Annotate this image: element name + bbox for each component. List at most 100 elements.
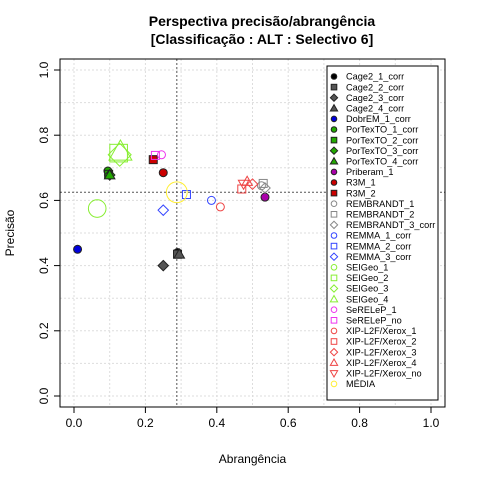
data-point — [165, 181, 188, 204]
legend-marker — [329, 370, 339, 378]
data-point — [103, 168, 116, 180]
data-point — [258, 178, 268, 188]
legend-entry: XIP-L2F/Xerox_no — [346, 369, 422, 379]
legend-entry: DobrEM_1_corr — [346, 114, 411, 124]
data-point — [107, 142, 132, 167]
legend-entry: Cage2_2_corr — [346, 82, 404, 92]
chart-title: Perspectiva precisão/abrangência — [149, 13, 376, 29]
data-point — [246, 178, 259, 191]
legend-marker — [330, 264, 338, 271]
legend-entry: PorTexTO_2_corr — [346, 135, 418, 145]
legend-marker — [330, 211, 338, 218]
legend-entry: SEIGeo_4 — [346, 294, 388, 304]
legend-marker — [330, 115, 338, 123]
data-point — [157, 259, 170, 272]
y-tick-label: 0.0 — [37, 387, 51, 404]
legend-entry: SeRELeP_no — [346, 316, 402, 326]
legend-marker — [330, 200, 338, 207]
data-point — [173, 247, 186, 259]
y-tick-label: 0.6 — [37, 192, 51, 209]
data-point — [158, 168, 168, 178]
legend: Cage2_1_corrCage2_2_corrCage2_3_corrCage… — [326, 65, 439, 401]
y-tick-label: 0.2 — [37, 322, 51, 339]
legend-marker — [329, 347, 339, 357]
legend-marker — [330, 242, 338, 250]
legend-marker — [330, 327, 338, 335]
x-tick-label: 0.8 — [351, 416, 368, 430]
legend-marker — [330, 126, 338, 133]
plot-frame — [59, 58, 446, 408]
legend-marker — [329, 146, 339, 156]
legend-marker — [330, 189, 338, 197]
legend-entry: PorTexTO_1_corr — [346, 125, 418, 135]
legend-entry: XIP-L2F/Xerox_3 — [346, 347, 416, 357]
legend-marker — [329, 93, 339, 103]
data-point — [157, 204, 170, 217]
legend-entry: SEIGeo_3 — [346, 284, 388, 294]
legend-entry: Cage2_3_corr — [346, 93, 404, 103]
y-tick-label: 0.8 — [37, 127, 51, 144]
data-point — [237, 179, 250, 191]
y-axis: 0.0 0.2 0.4 0.6 0.8 1.0 — [37, 61, 60, 404]
data-point — [73, 244, 83, 254]
y-tick-label: 0.4 — [37, 257, 51, 274]
legend-marker — [329, 103, 339, 112]
legend-marker — [329, 284, 339, 293]
legend-marker — [330, 73, 338, 80]
legend-marker — [330, 317, 338, 324]
legend-entry: REMMA_2_corr — [346, 241, 411, 251]
x-tick-label: 0.6 — [280, 416, 297, 430]
legend-marker — [330, 274, 338, 282]
data-point — [108, 139, 133, 161]
legend-entry: Cage2_4_corr — [346, 104, 404, 114]
legend-entry: SEIGeo_1 — [346, 263, 388, 273]
chart-subtitle: [Classificação : ALT : Selectivo 6] — [151, 31, 374, 47]
x-tick-label: 1.0 — [423, 416, 440, 430]
x-tick-label: 0.4 — [208, 416, 225, 430]
data-point — [181, 190, 191, 200]
data-point — [87, 199, 107, 218]
data-point — [150, 150, 160, 160]
legend-marker — [329, 358, 339, 366]
legend-marker — [329, 220, 339, 230]
legend-entry: R3M_2 — [346, 188, 376, 198]
legend-entry: R3M_1 — [346, 178, 376, 188]
x-tick-label: 0.0 — [66, 416, 83, 430]
legend-entry: SEIGeo_2 — [346, 273, 388, 283]
y-tick-label: 1.0 — [37, 61, 51, 78]
legend-marker — [330, 136, 338, 144]
legend-entry: Cage2_1_corr — [346, 72, 404, 82]
data-point — [156, 150, 166, 160]
legend-marker — [329, 252, 339, 262]
legend-entry: REMMA_1_corr — [346, 231, 411, 241]
data-point — [260, 192, 270, 202]
data-points — [73, 139, 271, 272]
legend-marker — [330, 83, 338, 91]
legend-entry: XIP-L2F/Xerox_2 — [346, 337, 416, 347]
legend-marker — [330, 306, 338, 314]
legend-entry: Priberam_1 — [346, 167, 394, 177]
x-axis-label: Abrangência — [219, 452, 287, 466]
legend-marker — [330, 232, 338, 239]
x-axis: 0.0 0.2 0.4 0.6 0.8 1.0 — [66, 407, 440, 430]
legend-marker — [330, 380, 338, 388]
legend-marker — [330, 168, 338, 176]
legend-entry: REMBRANDT_3_corr — [346, 220, 435, 230]
data-point — [206, 195, 216, 205]
legend-entry: REMBRANDT_2 — [346, 210, 414, 220]
legend-marker — [329, 156, 339, 165]
data-point — [259, 182, 271, 194]
legend-marker — [330, 179, 338, 186]
legend-entry: REMBRANDT_1 — [346, 199, 414, 209]
legend-entry: PorTexTO_3_corr — [346, 146, 418, 156]
legend-marker — [329, 294, 339, 303]
legend-box — [326, 65, 439, 401]
data-point — [241, 175, 254, 186]
x-tick-label: 0.2 — [137, 416, 154, 430]
legend-entry: PorTexTO_4_corr — [346, 157, 418, 167]
legend-entry: REMMA_3_corr — [346, 252, 411, 262]
legend-entry: SeRELeP_1 — [346, 305, 397, 315]
legend-entry: XIP-L2F/Xerox_4 — [346, 358, 416, 368]
y-axis-label: Precisão — [3, 209, 17, 256]
